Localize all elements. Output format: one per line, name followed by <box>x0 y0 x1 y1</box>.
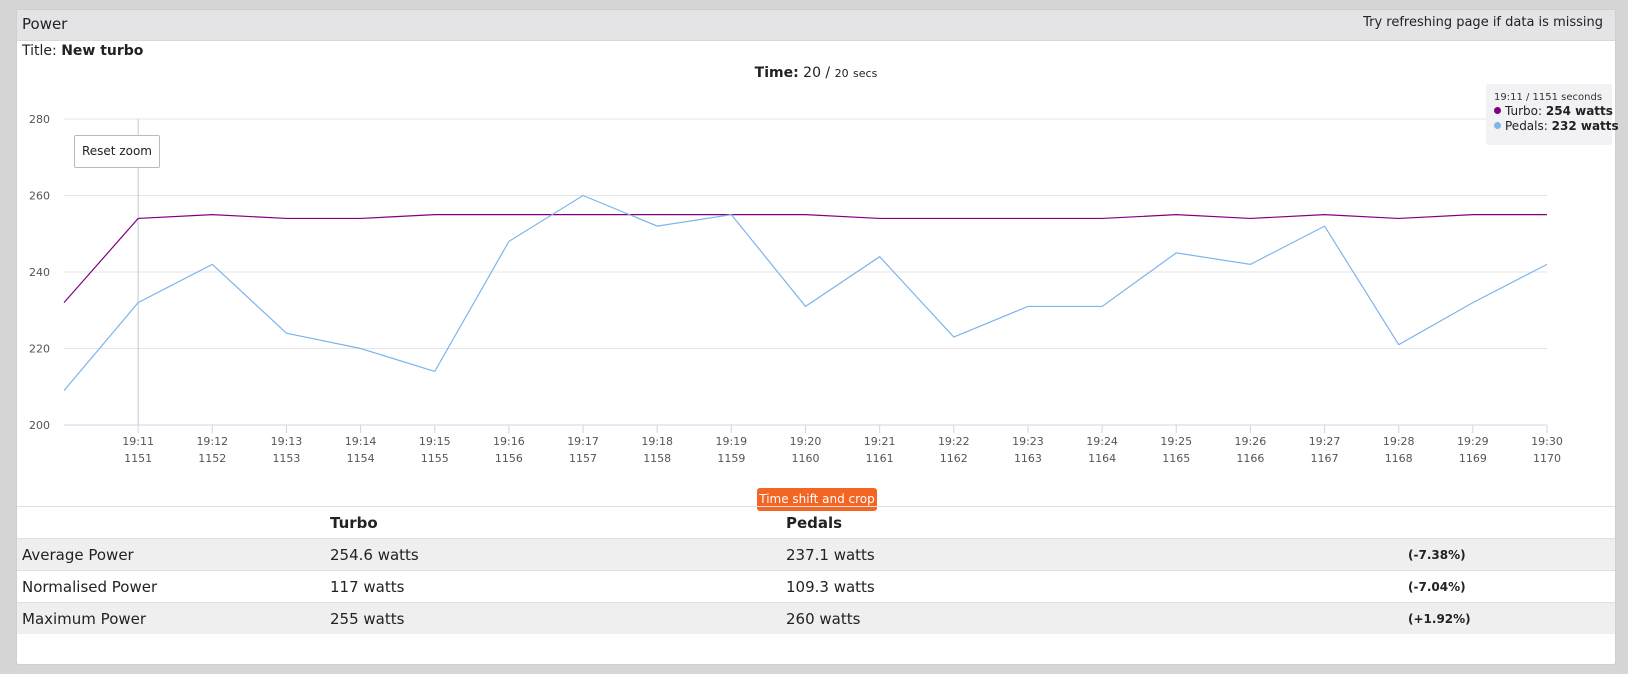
pedals-dot-icon <box>1494 122 1501 129</box>
x-tick-seconds-label: 1160 <box>792 452 820 465</box>
x-tick-time-label: 19:16 <box>493 435 525 448</box>
time-unit: secs <box>853 67 878 80</box>
x-tick-time-label: 19:14 <box>345 435 377 448</box>
x-tick-seconds-label: 1157 <box>569 452 597 465</box>
stats-header-blank <box>17 506 330 539</box>
power-stats-table: Turbo Pedals Average Power 254.6 watts 2… <box>17 506 1615 634</box>
x-tick-time-label: 19:25 <box>1160 435 1192 448</box>
pedals-value: 260 watts <box>786 602 1408 634</box>
x-tick-seconds-label: 1154 <box>347 452 375 465</box>
x-tick-seconds-label: 1158 <box>643 452 671 465</box>
session-title: Title: New turbo <box>22 43 143 59</box>
x-tick-time-label: 19:13 <box>271 435 303 448</box>
y-tick-label: 260 <box>29 190 50 203</box>
panel-title: Power <box>22 15 68 33</box>
reset-zoom-button[interactable]: Reset zoom <box>74 135 160 168</box>
table-row: Maximum Power 255 watts 260 watts (+1.92… <box>17 602 1615 634</box>
x-tick-seconds-label: 1161 <box>866 452 894 465</box>
diff-value: (-7.38%) <box>1408 538 1615 571</box>
y-tick-label: 240 <box>29 266 50 279</box>
x-tick-seconds-label: 1151 <box>124 452 152 465</box>
tooltip-header: 19:11 / 1151 seconds <box>1494 92 1603 103</box>
x-tick-seconds-label: 1164 <box>1088 452 1116 465</box>
x-tick-time-label: 19:15 <box>419 435 451 448</box>
x-tick-seconds-label: 1152 <box>198 452 226 465</box>
tooltip-row-pedals: Pedals: 232 watts <box>1494 119 1619 133</box>
y-tick-label: 280 <box>29 113 50 126</box>
x-tick-time-label: 19:20 <box>790 435 822 448</box>
power-panel: Power Try refreshing page if data is mis… <box>16 9 1619 665</box>
x-tick-time-label: 19:17 <box>567 435 599 448</box>
x-tick-seconds-label: 1163 <box>1014 452 1042 465</box>
turbo-value: 255 watts <box>330 602 786 634</box>
stats-header-diff <box>1408 506 1615 539</box>
title-label: Title: <box>22 43 57 59</box>
time-summary: Time: 20 / 20 secs <box>17 65 1615 81</box>
y-tick-label: 220 <box>29 343 50 356</box>
x-tick-seconds-label: 1166 <box>1236 452 1264 465</box>
turbo-value: 254.6 watts <box>330 538 786 571</box>
x-tick-time-label: 19:18 <box>641 435 673 448</box>
power-chart[interactable]: 200 220 240 260 280 19:11 1151 19:12 1152 19:13 11… <box>17 90 1615 480</box>
tooltip-pedals-name: Pedals: <box>1505 119 1548 133</box>
panel-header: Power Try refreshing page if data is mis… <box>17 10 1615 41</box>
x-tick-time-label: 19:27 <box>1309 435 1341 448</box>
x-tick-seconds-label: 1155 <box>421 452 449 465</box>
tooltip-pedals-value: 232 watts <box>1551 119 1619 133</box>
x-tick-time-label: 19:21 <box>864 435 896 448</box>
chart-tooltip: 19:11 / 1151 seconds Turbo: 254 watts Pe… <box>1486 84 1619 145</box>
row-label: Average Power <box>17 538 330 571</box>
series-line-turbo <box>63 214 1547 303</box>
x-tick-seconds-label: 1159 <box>717 452 745 465</box>
x-tick-time-label: 19:26 <box>1235 435 1267 448</box>
time-total: 20 <box>834 67 849 80</box>
tooltip-turbo-value: 254 watts <box>1545 104 1613 118</box>
stats-header-turbo: Turbo <box>330 506 786 539</box>
time-shift-crop-button[interactable]: Time shift and crop <box>757 488 877 511</box>
x-tick-time-label: 19:29 <box>1457 435 1489 448</box>
table-row: Normalised Power 117 watts 109.3 watts (… <box>17 570 1615 603</box>
x-tick-seconds-label: 1153 <box>272 452 300 465</box>
x-tick-time-label: 19:28 <box>1383 435 1415 448</box>
x-tick-time-label: 19:11 <box>122 435 154 448</box>
x-tick-time-label: 19:12 <box>196 435 228 448</box>
x-tick-seconds-label: 1156 <box>495 452 523 465</box>
x-tick-seconds-label: 1165 <box>1162 452 1190 465</box>
tooltip-turbo-name: Turbo: <box>1505 104 1543 118</box>
x-tick-time-label: 19:22 <box>938 435 970 448</box>
time-value: 20 / <box>803 65 831 81</box>
stats-header-pedals: Pedals <box>786 506 1408 539</box>
pedals-value: 237.1 watts <box>786 538 1408 571</box>
x-tick-seconds-label: 1168 <box>1385 452 1413 465</box>
table-row: Average Power 254.6 watts 237.1 watts (-… <box>17 538 1615 571</box>
title-value: New turbo <box>61 43 144 59</box>
diff-value: (+1.92%) <box>1408 602 1615 634</box>
x-tick-seconds-label: 1162 <box>940 452 968 465</box>
turbo-dot-icon <box>1494 107 1501 114</box>
row-label: Normalised Power <box>17 570 330 603</box>
refresh-note: Try refreshing page if data is missing <box>1363 15 1603 30</box>
x-tick-seconds-label: 1170 <box>1533 452 1561 465</box>
stats-header-row: Turbo Pedals <box>17 506 1615 539</box>
turbo-value: 117 watts <box>330 570 786 603</box>
row-label: Maximum Power <box>17 602 330 634</box>
time-label: Time: <box>754 65 799 81</box>
y-tick-label: 200 <box>29 419 50 432</box>
x-tick-seconds-label: 1167 <box>1311 452 1339 465</box>
x-tick-time-label: 19:24 <box>1086 435 1118 448</box>
x-tick-time-label: 19:23 <box>1012 435 1044 448</box>
x-tick-seconds-label: 1169 <box>1459 452 1487 465</box>
tooltip-row-turbo: Turbo: 254 watts <box>1494 104 1613 118</box>
diff-value: (-7.04%) <box>1408 570 1615 603</box>
pedals-value: 109.3 watts <box>786 570 1408 603</box>
x-tick-time-label: 19:30 <box>1531 435 1563 448</box>
x-tick-time-label: 19:19 <box>715 435 747 448</box>
series-line-pedals <box>63 194 1548 391</box>
